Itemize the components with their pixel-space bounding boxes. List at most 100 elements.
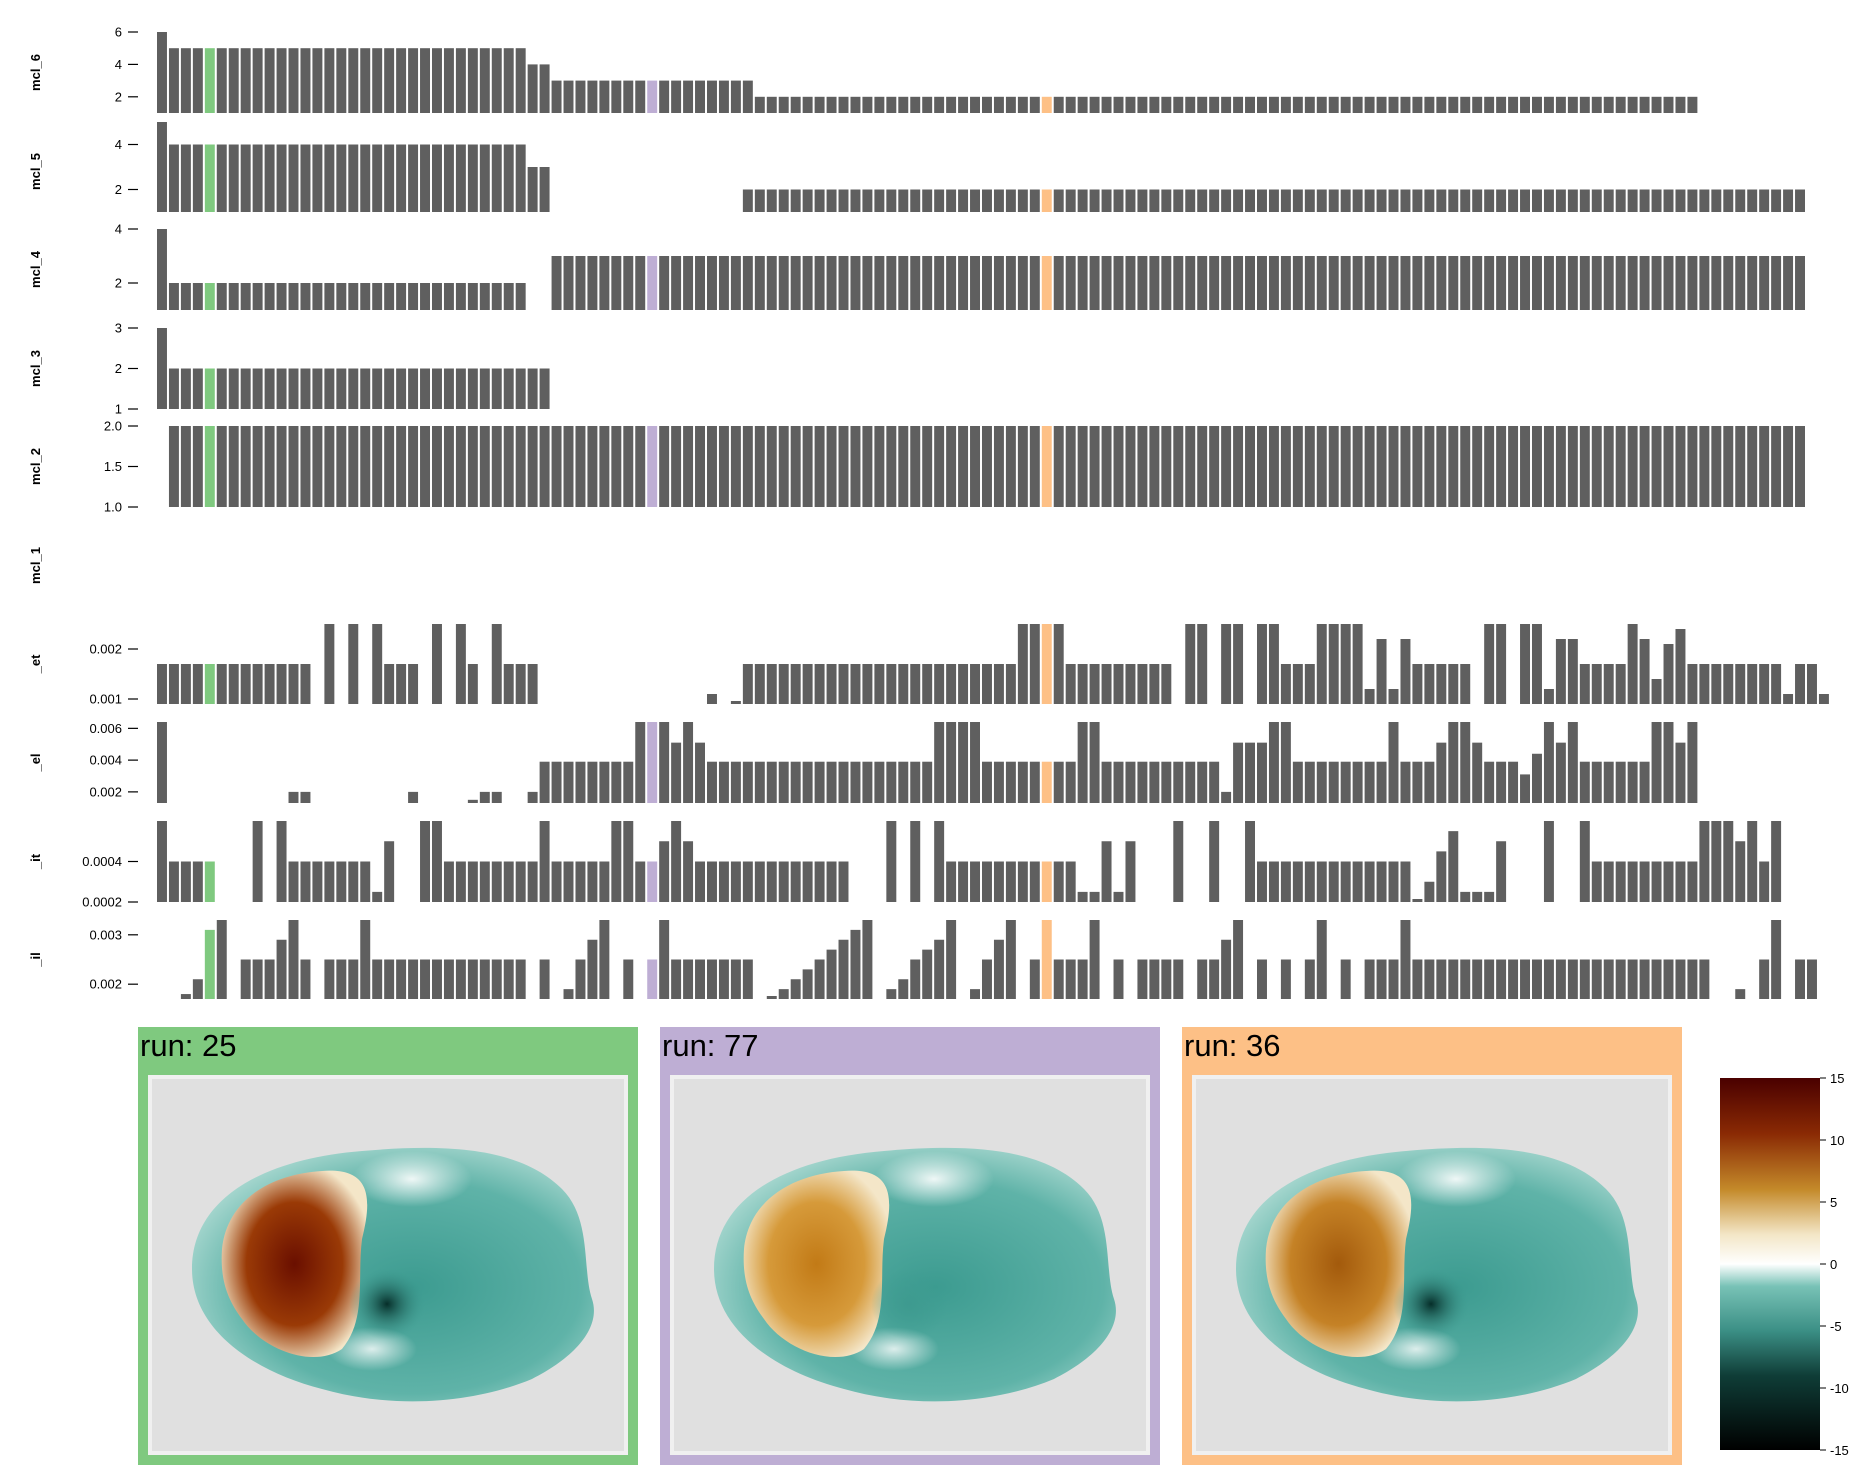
bar[interactable] [384,959,395,1000]
bar[interactable] [1496,761,1507,803]
bar[interactable] [503,861,514,903]
bar[interactable] [157,821,167,902]
bar[interactable] [922,96,933,113]
bar[interactable] [1735,841,1746,902]
bar[interactable] [946,861,957,903]
bar[interactable] [1364,189,1375,213]
bar[interactable] [1424,256,1435,310]
bar[interactable] [1567,189,1578,213]
bar[interactable] [707,861,717,903]
bar[interactable] [157,229,167,310]
bar[interactable] [611,761,622,803]
bar[interactable] [599,426,610,507]
bar[interactable] [1185,761,1196,803]
bar[interactable] [1543,722,1554,803]
bar[interactable] [742,426,753,507]
bar[interactable] [1125,256,1136,310]
bar[interactable] [1627,624,1638,704]
bar[interactable] [1484,426,1495,507]
bar[interactable] [1400,639,1411,704]
bar[interactable] [826,949,837,1000]
bar[interactable] [1017,624,1028,704]
bar[interactable] [252,283,263,310]
bar[interactable] [1340,959,1351,1000]
bar[interactable] [168,861,179,903]
bar[interactable] [420,283,430,310]
bar[interactable] [1651,256,1662,310]
bar[interactable] [1615,959,1626,1000]
bar[interactable] [1436,256,1447,310]
bar[interactable] [1436,959,1447,1000]
bar[interactable] [1771,189,1782,213]
bar[interactable] [1041,426,1052,507]
bar[interactable] [1268,624,1279,704]
bar[interactable] [1484,96,1495,113]
bar[interactable] [408,283,419,310]
bar[interactable] [1173,96,1184,113]
bar[interactable] [1149,664,1160,704]
bar[interactable] [1364,256,1375,310]
bar[interactable] [790,664,801,704]
bar[interactable] [1077,426,1088,507]
bar[interactable] [240,959,251,1000]
bar[interactable] [1603,761,1614,803]
bar[interactable] [563,861,574,903]
bar[interactable] [216,664,227,704]
bar[interactable] [1304,664,1315,704]
bar[interactable] [1711,664,1722,704]
bar[interactable] [575,426,586,507]
bar[interactable] [575,80,586,113]
bar[interactable] [898,256,909,310]
bar[interactable] [563,80,574,113]
bar[interactable] [970,256,980,310]
bar[interactable] [527,64,538,113]
bar[interactable] [1747,256,1758,310]
bar[interactable] [515,664,526,704]
bar[interactable] [1029,426,1040,507]
bar[interactable] [1053,426,1064,507]
bar[interactable] [766,996,777,999]
bar[interactable] [1029,96,1040,113]
bar[interactable] [1615,761,1626,803]
bar[interactable] [730,256,741,310]
bar[interactable] [1352,256,1363,310]
bar[interactable] [886,761,897,803]
bar[interactable] [491,283,502,310]
bar[interactable] [1615,426,1626,507]
bar[interactable] [1268,96,1279,113]
bar[interactable] [910,256,921,310]
bar[interactable] [802,969,813,1000]
bar[interactable] [778,256,789,310]
bar[interactable] [1663,722,1674,803]
bar[interactable] [1101,664,1112,704]
bar[interactable] [1555,742,1566,803]
bar[interactable] [922,426,933,507]
bar[interactable] [1065,861,1076,903]
bar[interactable] [372,368,383,410]
bar[interactable] [730,861,741,903]
bar[interactable] [384,283,395,310]
bar[interactable] [192,426,203,507]
bar[interactable] [1292,426,1303,507]
bar[interactable] [1280,861,1291,903]
bar[interactable] [1316,189,1327,213]
bar[interactable] [898,761,909,803]
bar[interactable] [180,48,191,114]
bar[interactable] [1627,256,1638,310]
bar[interactable] [1627,189,1638,213]
bar[interactable] [647,426,658,507]
bar[interactable] [587,939,598,999]
bar[interactable] [1197,959,1208,1000]
bar[interactable] [264,664,275,704]
bar[interactable] [814,861,825,903]
bar[interactable] [1687,426,1698,507]
bar[interactable] [180,144,191,213]
bar[interactable] [479,283,490,310]
bar[interactable] [718,861,729,903]
bar[interactable] [420,48,430,114]
bar[interactable] [1520,426,1530,507]
bar[interactable] [300,959,311,1000]
bar[interactable] [993,664,1004,704]
bar[interactable] [1053,761,1064,803]
bar[interactable] [1304,189,1315,213]
